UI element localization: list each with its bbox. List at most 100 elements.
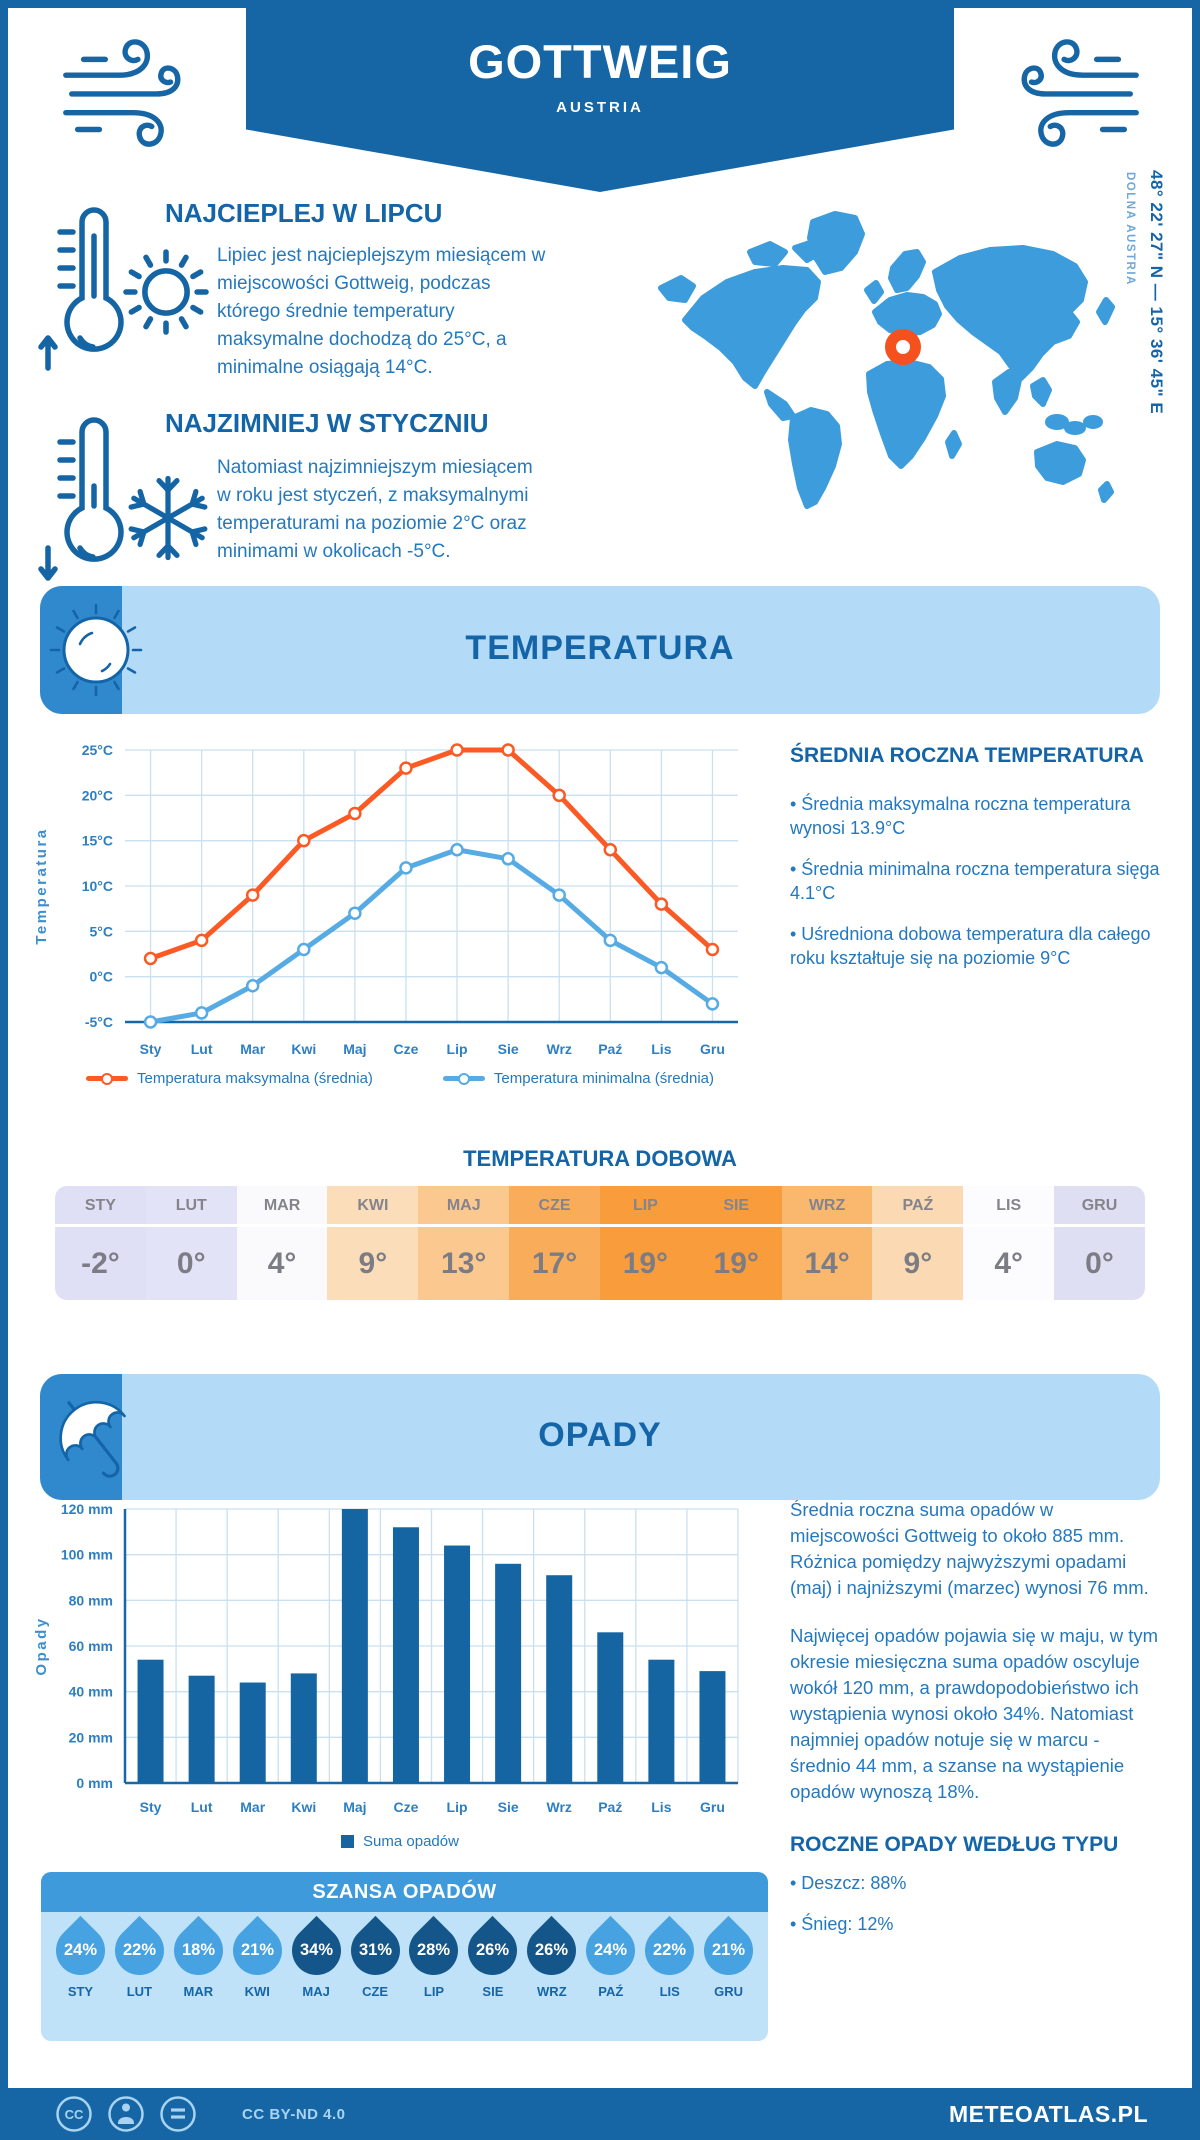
month-header: LIS [963, 1186, 1055, 1224]
svg-text:Cze: Cze [394, 1799, 419, 1815]
precipitation-type-heading: ROCZNE OPADY WEDŁUG TYPU [790, 1833, 1119, 1856]
svg-text:80 mm: 80 mm [69, 1592, 113, 1608]
warmest-month-text: Lipiec jest najcieplejszym miesiącem w m… [217, 245, 546, 378]
month-column: WRZ 14° [781, 1186, 873, 1300]
precipitation-summary-panel: Średnia roczna suma opadów w miejscowośc… [790, 1497, 1165, 1953]
footer: CC CC BY-ND 4.0 METEOATLAS.PL [0, 2088, 1200, 2140]
wind-icon [1021, 39, 1139, 147]
svg-text:Wrz: Wrz [546, 1041, 571, 1057]
rain-chance-month: GRU [714, 1984, 744, 1999]
month-header: LIP [599, 1186, 691, 1224]
legend-item: Temperatura maksymalna (średnia) [85, 1070, 373, 1087]
rain-chance-month: PAŹ [598, 1984, 624, 1999]
svg-text:Maj: Maj [343, 1799, 366, 1815]
rain-chance-value: 24% [63, 1941, 97, 1959]
month-column: MAJ 13° [418, 1186, 510, 1300]
legend-label: Temperatura minimalna (średnia) [493, 1070, 714, 1087]
legend-square-marker [341, 1835, 355, 1848]
rain-chance-panel: SZANSA OPADÓW 24% STY 22% LUT 18% MAR 21% KWI 34… [41, 1872, 768, 2041]
rain-chance-month: STY [67, 1984, 94, 1999]
svg-text:Sie: Sie [498, 1041, 519, 1057]
svg-text:Kwi: Kwi [291, 1799, 316, 1815]
thermometer-low-icon [38, 417, 124, 581]
svg-text:Gru: Gru [700, 1041, 725, 1057]
month-header: KWI [327, 1186, 419, 1224]
precipitation-paragraph: Najwięcej opadów pojawia się w maju, w t… [790, 1625, 1159, 1802]
svg-text:Lut: Lut [191, 1799, 213, 1815]
umbrella-icon [59, 1400, 126, 1478]
world-map [655, 160, 1120, 560]
month-column: LUT 0° [145, 1186, 237, 1300]
month-temperature-value: 19° [599, 1227, 691, 1300]
svg-text:Opady: Opady [33, 1616, 50, 1675]
month-column: LIS 4° [963, 1186, 1055, 1300]
month-header: STY [55, 1186, 146, 1224]
rain-chance-value: 31% [358, 1941, 392, 1959]
temperature-chart-legend: Temperatura maksymalna (średnia) Temperat… [60, 1070, 740, 1087]
legend-dot [457, 1072, 470, 1085]
temperature-summary-panel: ŚREDNIA ROCZNA TEMPERATURA • Średnia mak… [790, 744, 1165, 987]
month-temperature-value: 17° [509, 1227, 600, 1300]
raindrop-icon: 21% [222, 1915, 292, 1986]
raindrop-icon: 24% [45, 1915, 116, 1986]
month-column: GRU 0° [1054, 1186, 1145, 1300]
month-column: KWI 9° [327, 1186, 419, 1300]
rain-chance-item: 34% MAJ [281, 1912, 351, 2041]
rain-chance-item: 24% PAŹ [576, 1912, 646, 2041]
month-temperature-value: 13° [418, 1227, 510, 1300]
wind-icon [63, 39, 181, 147]
rain-chance-value: 26% [535, 1941, 569, 1959]
legend-label: Temperatura maksymalna (średnia) [136, 1070, 373, 1087]
month-temperature-value: -2° [55, 1227, 146, 1300]
rain-chance-item: 26% SIE [458, 1912, 528, 2041]
rain-chance-month: SIE [482, 1984, 504, 1999]
snowflake-icon [118, 475, 218, 568]
svg-text:Temperatura: Temperatura [33, 827, 50, 944]
svg-text:20°C: 20°C [82, 787, 113, 803]
raindrop-icon: 28% [399, 1915, 469, 1986]
svg-text:25°C: 25°C [82, 742, 113, 758]
raindrop-icon: 22% [635, 1915, 705, 1986]
month-temperature-value: 0° [1054, 1227, 1145, 1300]
annual-temperature-bullet: • Średnia maksymalna roczna temperatura … [790, 794, 1131, 838]
month-temperature-value: 14° [781, 1227, 873, 1300]
coldest-month-title: NAJZIMNIEJ W STYCZNIU [165, 408, 489, 438]
rain-chance-month: LIS [659, 1984, 680, 1999]
rain-chance-month: WRZ [537, 1984, 567, 1999]
svg-text:100 mm: 100 mm [61, 1547, 113, 1563]
raindrop-icon: 24% [576, 1915, 646, 1986]
svg-text:0 mm: 0 mm [76, 1775, 113, 1791]
sun-icon [123, 249, 209, 335]
annual-temperature-heading: ŚREDNIA ROCZNA TEMPERATURA [790, 744, 1144, 767]
precipitation-type-bullet: • Śnieg: 12% [790, 1914, 894, 1934]
svg-text:Paź: Paź [598, 1041, 622, 1057]
svg-text:15°C: 15°C [82, 833, 113, 849]
location-marker [885, 329, 921, 365]
rain-chance-value: 22% [653, 1941, 687, 1959]
month-temperature-value: 4° [236, 1227, 328, 1300]
rain-chance-value: 24% [594, 1941, 628, 1959]
coldest-month-text: Natomiast najzimniejszym miesiącem w rok… [217, 457, 533, 562]
rain-chance-item: 22% LIS [635, 1912, 705, 2041]
svg-text:Maj: Maj [343, 1041, 366, 1057]
raindrop-icon: 22% [104, 1915, 175, 1986]
legend-line-marker [442, 1072, 485, 1085]
rain-chance-item: 28% LIP [399, 1912, 469, 2041]
raindrop-icon: 26% [517, 1915, 587, 1986]
rain-chance-month: CZE [362, 1984, 389, 1999]
svg-text:Lip: Lip [447, 1799, 468, 1815]
svg-text:Paź: Paź [598, 1799, 622, 1815]
raindrop-icon: 31% [340, 1915, 410, 1986]
svg-text:60 mm: 60 mm [69, 1638, 113, 1654]
precipitation-paragraph: Średnia roczna suma opadów w miejscowośc… [790, 1499, 1149, 1598]
rain-chance-month: MAR [183, 1984, 214, 1999]
rain-chance-value: 22% [122, 1941, 156, 1959]
month-temperature-value: 0° [145, 1227, 237, 1300]
svg-text:-5°C: -5°C [85, 1014, 113, 1030]
svg-text:Lut: Lut [191, 1041, 213, 1057]
rain-chance-value: 21% [240, 1941, 274, 1959]
svg-text:120 mm: 120 mm [61, 1501, 113, 1517]
month-column: MAR 4° [236, 1186, 328, 1300]
svg-text:Cze: Cze [394, 1041, 419, 1057]
rain-chance-item: 31% CZE [340, 1912, 410, 2041]
